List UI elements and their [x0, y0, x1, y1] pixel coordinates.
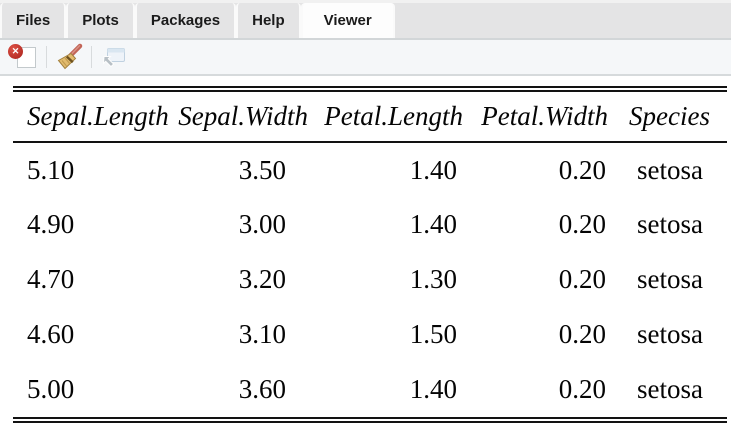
toolbar-separator: [46, 46, 47, 68]
table-cell: 3.20: [238, 264, 286, 294]
table-cell: 5.00: [27, 374, 75, 404]
tab-label: Packages: [150, 12, 221, 29]
table-cell: setosa: [637, 374, 703, 404]
table-header-row: Sepal.Length Sepal.Width Petal.Length Pe…: [13, 92, 727, 143]
table-row: 4.70 3.20 1.30 0.20 setosa: [13, 252, 727, 307]
table-cell: setosa: [637, 209, 703, 239]
table-cell: 0.20: [558, 319, 606, 349]
tab-label: Files: [16, 12, 51, 29]
table-cell: 1.40: [409, 209, 457, 239]
table-cell: 0.20: [558, 209, 606, 239]
pane-tab-bar: Files Plots Packages Help Viewer: [0, 0, 731, 38]
table-cell: 3.60: [238, 374, 286, 404]
tab-help[interactable]: Help: [236, 3, 301, 38]
table-cell: 4.70: [27, 264, 75, 294]
column-header-petal-width: Petal.Width: [465, 92, 610, 143]
table-row: 5.10 3.50 1.40 0.20 setosa: [13, 142, 727, 197]
table-row: 4.90 3.00 1.40 0.20 setosa: [13, 197, 727, 252]
column-header-petal-length: Petal.Length: [310, 92, 465, 143]
tab-label: Plots: [82, 12, 119, 29]
table-cell: 3.50: [238, 154, 286, 185]
tab-files[interactable]: Files: [0, 3, 67, 38]
table-cell: 4.90: [27, 209, 75, 239]
tab-viewer[interactable]: Viewer: [300, 3, 395, 38]
remove-viewer-button[interactable]: [7, 43, 39, 71]
data-table: Sepal.Length Sepal.Width Petal.Length Pe…: [13, 92, 727, 417]
table-cell: 1.30: [409, 264, 457, 294]
table-cell: 1.50: [409, 319, 457, 349]
table-cell: setosa: [637, 154, 703, 185]
table-cell: 1.40: [409, 374, 457, 404]
table-cell: 0.20: [558, 154, 606, 185]
viewer-content: Sepal.Length Sepal.Width Petal.Length Pe…: [0, 86, 731, 434]
column-header-species: Species: [610, 92, 727, 143]
table-cell: 4.60: [27, 319, 75, 349]
open-in-new-window-button[interactable]: [99, 45, 127, 69]
table-cell: setosa: [637, 319, 703, 349]
table-cell: setosa: [637, 264, 703, 294]
table-cell: 0.20: [558, 264, 606, 294]
table-cell: 3.00: [238, 209, 286, 239]
table-bottom-rule: [13, 417, 727, 423]
tab-plots[interactable]: Plots: [66, 3, 135, 38]
column-header-sepal-width: Sepal.Width: [170, 92, 310, 143]
table-row: 4.60 3.10 1.50 0.20 setosa: [13, 307, 727, 362]
tab-label: Viewer: [323, 12, 372, 29]
remove-viewer-icon: [8, 43, 23, 59]
clear-viewer-button[interactable]: [54, 43, 84, 71]
table-cell: 0.20: [558, 374, 606, 404]
column-header-sepal-length: Sepal.Length: [13, 92, 170, 143]
tab-packages[interactable]: Packages: [134, 3, 237, 38]
table-cell: 1.40: [409, 154, 457, 185]
broom-icon: [57, 43, 83, 70]
tab-label: Help: [252, 12, 285, 29]
toolbar-separator: [91, 46, 92, 68]
table-row: 5.00 3.60 1.40 0.20 setosa: [13, 362, 727, 417]
new-window-icon: [102, 48, 125, 68]
viewer-toolbar: [0, 38, 731, 76]
table-cell: 5.10: [27, 154, 75, 185]
table-top-rule: [13, 86, 727, 92]
iris-table: Sepal.Length Sepal.Width Petal.Length Pe…: [13, 86, 727, 423]
table-cell: 3.10: [238, 319, 286, 349]
